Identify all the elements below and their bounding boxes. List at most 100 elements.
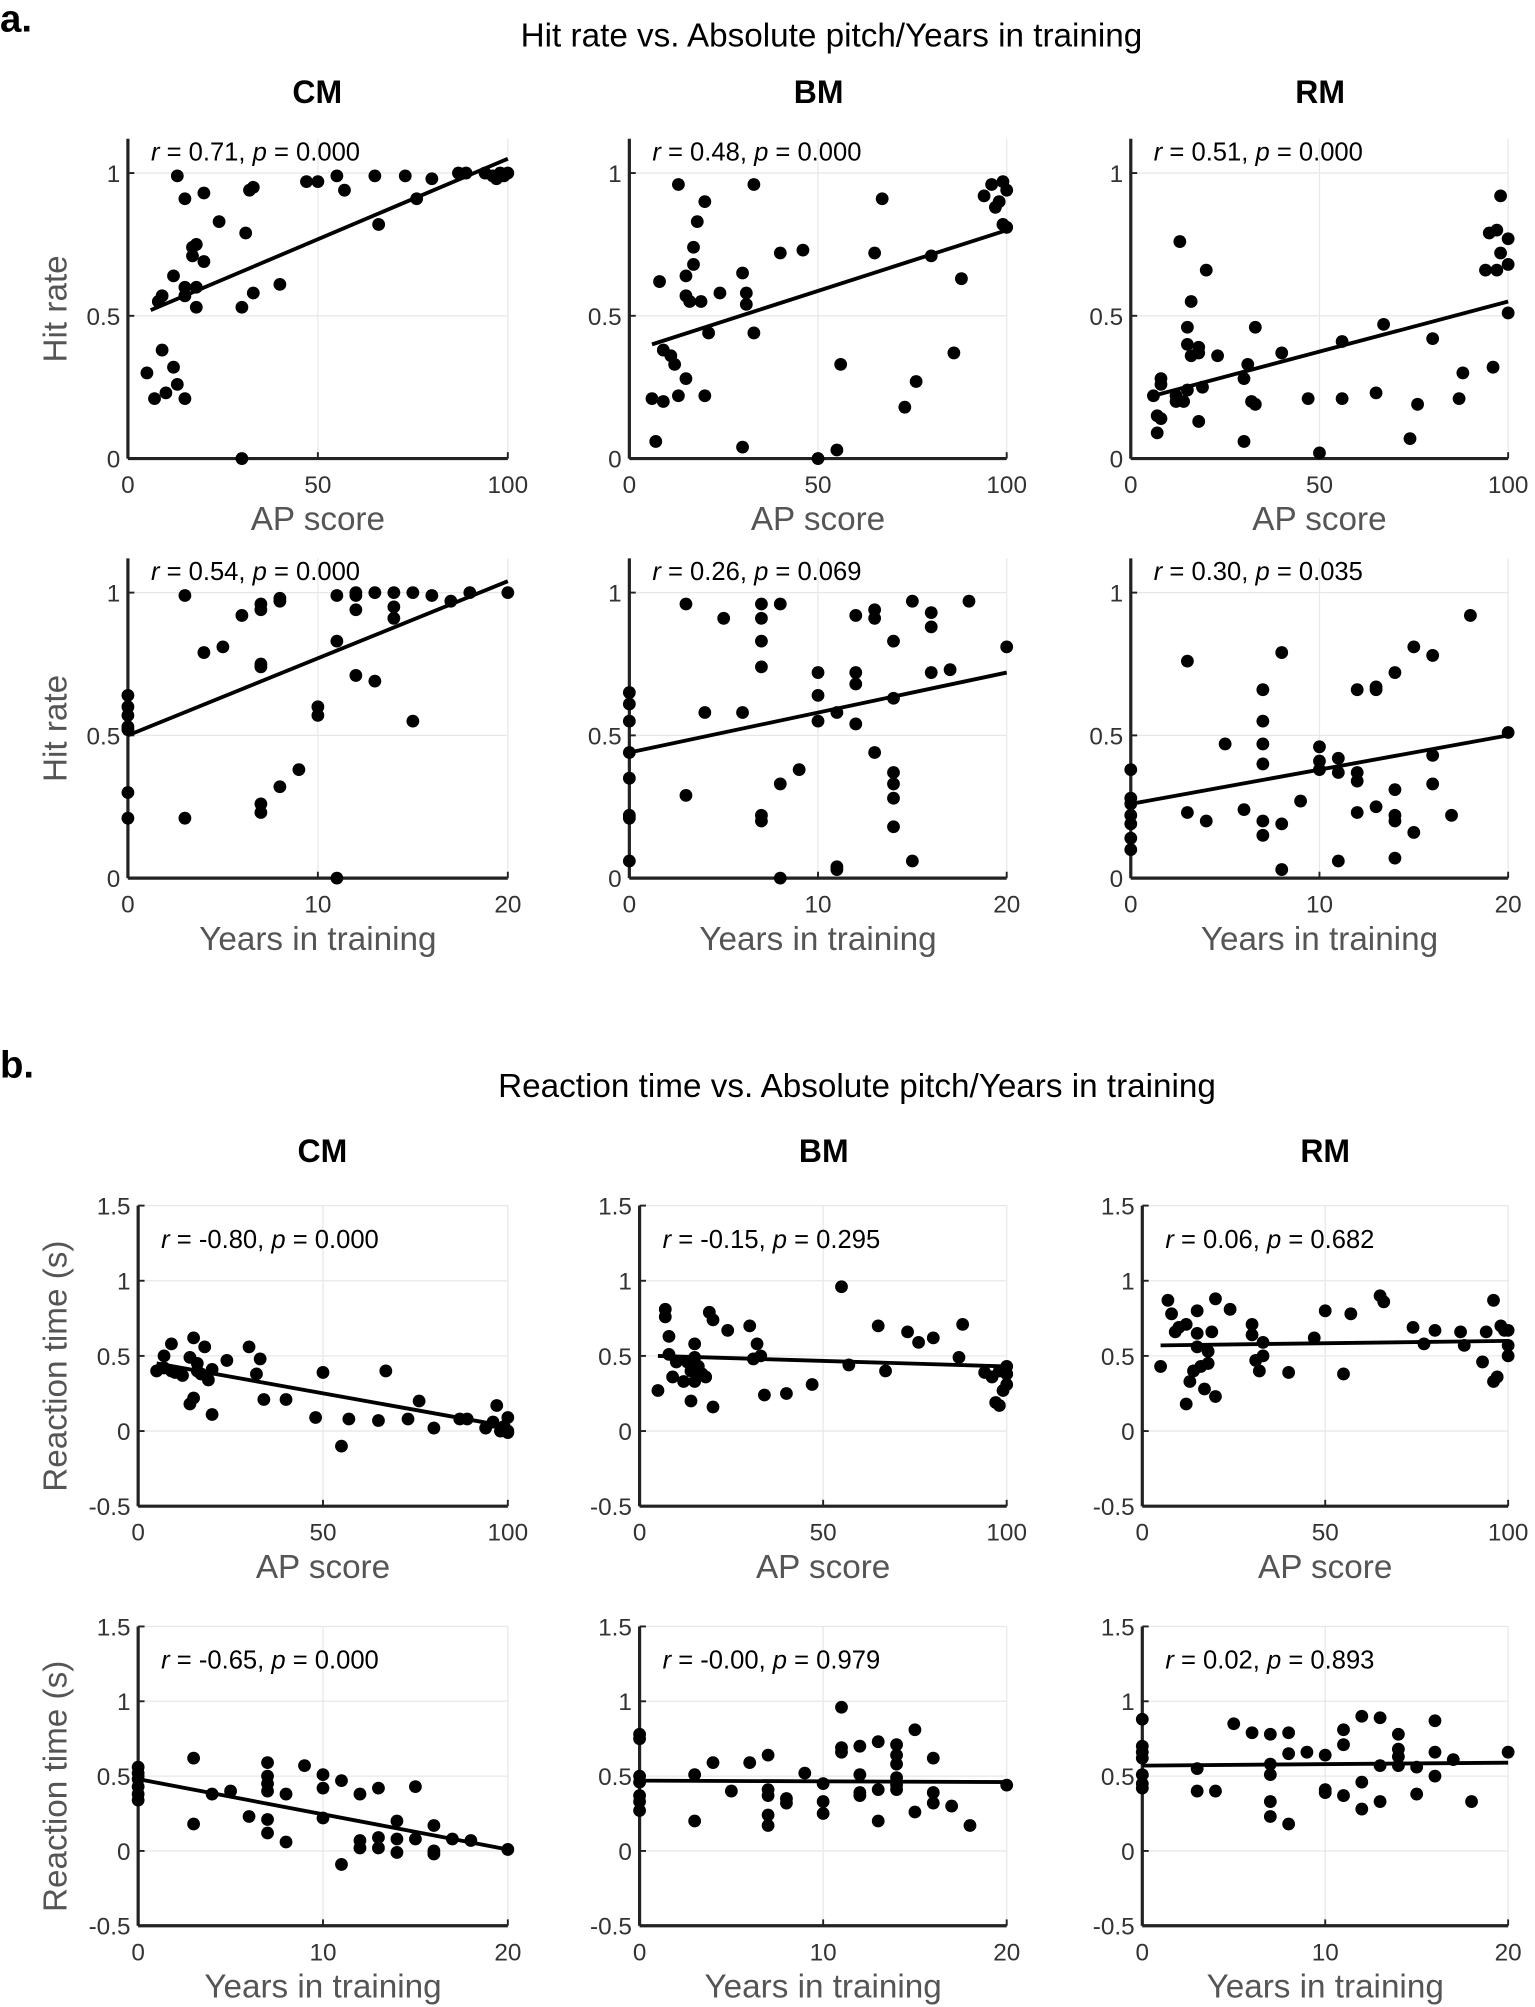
data-point	[672, 178, 685, 191]
x-tick-label: 100	[986, 472, 1027, 499]
data-point	[1501, 232, 1515, 246]
data-point	[1256, 757, 1270, 771]
data-point	[189, 300, 203, 314]
data-point	[622, 811, 636, 825]
data-point	[159, 386, 173, 400]
data-point	[205, 1408, 219, 1421]
data-point	[178, 589, 192, 602]
data-point	[342, 1412, 356, 1426]
data-point	[1373, 1795, 1387, 1808]
data-point	[811, 689, 825, 702]
data-point	[1452, 392, 1466, 406]
data-point	[261, 1756, 274, 1770]
data-point	[798, 1766, 812, 1780]
data-point	[197, 646, 211, 659]
y-tick-label: 0	[1110, 866, 1124, 893]
data-point	[649, 435, 663, 448]
data-point	[349, 603, 363, 617]
data-point	[713, 286, 727, 300]
y-tick-label: 0	[117, 1839, 131, 1866]
data-point	[311, 175, 325, 189]
data-point	[189, 238, 203, 251]
data-point	[694, 295, 708, 308]
data-point	[216, 640, 230, 654]
y-tick-label: 0.5	[86, 304, 120, 331]
x-tick-label: 0	[121, 892, 135, 919]
data-point	[943, 663, 957, 677]
data-point	[1245, 1328, 1259, 1342]
data-point	[1391, 1759, 1405, 1773]
x-axis-label: Years in training	[705, 1968, 942, 2005]
data-point	[1192, 346, 1206, 360]
data-point	[1426, 748, 1440, 762]
data-point	[335, 1439, 348, 1453]
data-point	[1124, 831, 1138, 845]
x-tick-label: 0	[623, 472, 637, 499]
data-point	[849, 677, 863, 691]
data-point	[1263, 1810, 1277, 1823]
data-point	[1237, 435, 1251, 448]
data-point	[1209, 1784, 1222, 1798]
data-point	[335, 1774, 348, 1788]
data-point	[755, 634, 768, 648]
y-tick-label: 0	[608, 866, 622, 893]
y-tick-label: 0.5	[1101, 1344, 1135, 1371]
data-point	[747, 178, 761, 191]
data-point	[835, 1745, 848, 1759]
data-point	[688, 1337, 702, 1351]
data-point	[912, 1335, 925, 1349]
y-tick-label: 0.5	[598, 1344, 632, 1371]
data-point	[170, 169, 184, 183]
data-point	[901, 1325, 914, 1339]
data-point	[871, 1735, 885, 1749]
x-tick-label: 0	[121, 472, 135, 499]
y-tick-label: 1	[107, 161, 121, 188]
data-point	[622, 854, 636, 868]
y-tick-label: 1.5	[1101, 1614, 1135, 1641]
data-point	[717, 611, 731, 625]
data-point	[1388, 814, 1402, 828]
data-point	[926, 1786, 940, 1799]
data-point	[633, 1804, 646, 1817]
data-point	[1406, 1320, 1420, 1334]
data-point	[1282, 1726, 1296, 1740]
data-point	[926, 1796, 940, 1810]
data-point	[235, 452, 249, 465]
data-point	[1192, 415, 1206, 428]
data-point	[849, 609, 863, 622]
data-point	[1154, 1360, 1167, 1373]
data-point	[501, 586, 515, 600]
data-point	[853, 1768, 867, 1782]
data-point	[1350, 774, 1364, 788]
data-point	[1124, 763, 1138, 777]
x-axis-label: Years in training	[699, 921, 936, 958]
data-point	[853, 1789, 867, 1802]
data-point	[1294, 794, 1307, 808]
data-point	[387, 586, 401, 600]
correlation-annotation: r = -0.65, p = 0.000	[161, 1647, 379, 1675]
data-point	[1350, 806, 1364, 819]
y-tick-label: 0	[117, 1419, 131, 1446]
regression-line	[1142, 1760, 1509, 1768]
data-point	[409, 1780, 422, 1793]
x-tick-label: 20	[993, 1939, 1020, 1966]
data-point	[736, 266, 749, 280]
data-point	[1000, 640, 1014, 654]
data-point	[1248, 320, 1262, 334]
data-point	[780, 1796, 793, 1810]
data-point	[811, 452, 825, 465]
data-point	[1388, 783, 1402, 797]
data-point	[406, 714, 420, 728]
data-point	[816, 1795, 830, 1808]
y-tick-label: -0.5	[590, 1914, 632, 1941]
data-point	[1388, 851, 1402, 865]
correlation-annotation: r = -0.15, p = 0.295	[663, 1226, 881, 1254]
data-point	[1369, 800, 1383, 814]
data-point	[1428, 1769, 1442, 1783]
data-point	[279, 1835, 293, 1849]
data-point	[1000, 183, 1014, 197]
data-point	[977, 189, 991, 203]
